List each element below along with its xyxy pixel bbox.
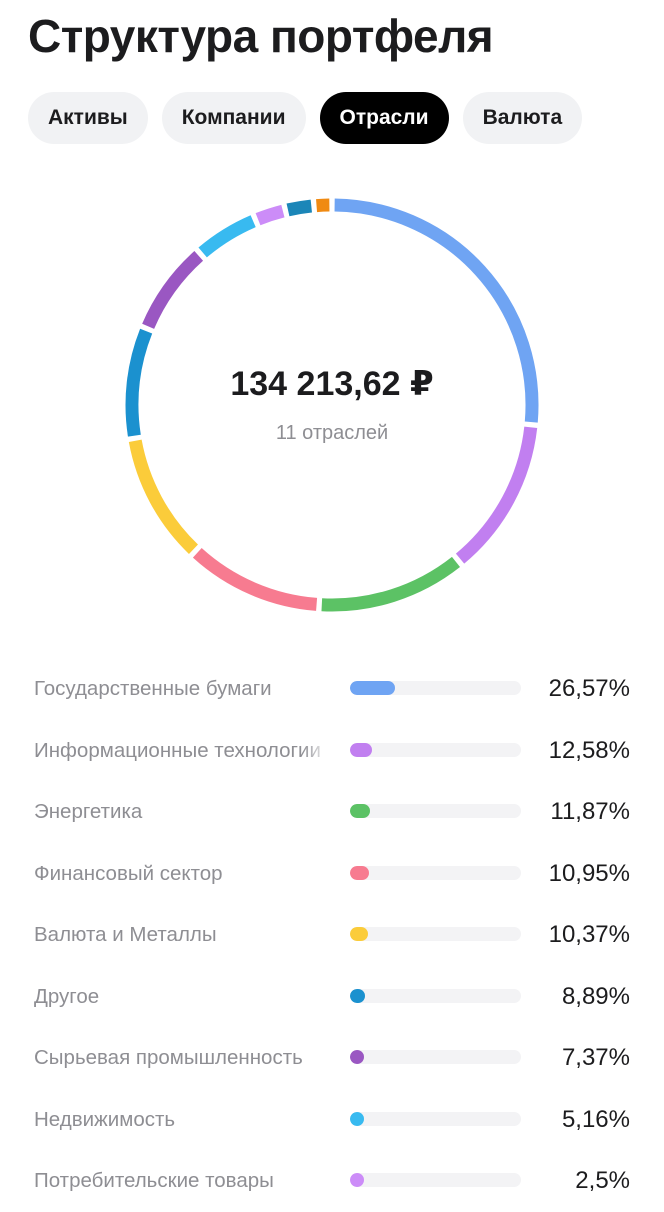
sector-bar-track: [350, 1050, 521, 1064]
sector-bar-track: [350, 1111, 521, 1126]
donut-segment-other-1[interactable]: [286, 199, 313, 217]
sector-row[interactable]: Недвижимость 5,16%: [0, 1088, 664, 1151]
sector-name: Недвижимость: [34, 1088, 330, 1151]
sector-name: Информационные технологии: [34, 719, 330, 782]
tab-sectors[interactable]: Отрасли: [319, 92, 449, 144]
sector-name: Потребительские товары: [34, 1150, 330, 1212]
sector-row[interactable]: Потребительские товары 2,5%: [0, 1150, 664, 1212]
sector-name: Финансовый сектор: [34, 842, 330, 905]
tab-currency[interactable]: Валюта: [462, 92, 583, 144]
donut-segment-other-2[interactable]: [316, 198, 330, 213]
sector-bar-fill: [350, 988, 366, 1003]
sector-row[interactable]: Финансовый сектор 10,95%: [0, 842, 664, 905]
sector-name: Валюта и Металлы: [34, 904, 330, 966]
sector-bar-fill: [350, 1111, 364, 1126]
sector-bar-track: [350, 804, 521, 818]
donut-segment-7[interactable]: [142, 251, 204, 329]
donut-segment-5[interactable]: [128, 439, 199, 554]
sector-percent: 11,87%: [550, 798, 630, 825]
sector-bar-fill: [350, 865, 369, 880]
sector-row[interactable]: Энергетика 11,87%: [0, 781, 664, 843]
sector-name: Другое: [34, 965, 330, 1028]
sector-bar-track: [350, 865, 521, 880]
sector-bar-track: [350, 927, 521, 941]
sector-bar-fill: [350, 681, 396, 695]
sector-row[interactable]: Другое 8,89%: [0, 965, 664, 1028]
sector-percent: 7,37%: [561, 1044, 630, 1071]
sector-bar-fill: [350, 1173, 364, 1187]
sector-row[interactable]: Информационные технологии 12,58%: [0, 719, 664, 782]
sector-bar-fill: [350, 1050, 364, 1064]
sector-name: Энергетика: [34, 781, 330, 843]
category-tabs: Активы Компании Отрасли Валюта: [28, 92, 583, 144]
sector-bar-track: [350, 742, 521, 757]
donut-segment-4[interactable]: [192, 547, 318, 611]
sector-bar-track: [350, 988, 521, 1003]
sector-percent: 10,95%: [548, 859, 630, 887]
donut-svg: [125, 198, 539, 612]
tab-companies[interactable]: Компании: [161, 92, 306, 144]
donut-segment-2[interactable]: [455, 426, 538, 564]
donut-segment-3[interactable]: [321, 556, 461, 612]
sector-percent: 10,37%: [548, 921, 630, 948]
tab-assets[interactable]: Активы: [28, 92, 148, 144]
sector-percent: 26,57%: [548, 675, 630, 702]
portfolio-donut-chart[interactable]: 134 213,62 ₽ 11 отраслей: [113, 186, 551, 624]
donut-segment-8[interactable]: [198, 215, 256, 258]
sector-row[interactable]: Валюта и Металлы 10,37%: [0, 904, 664, 966]
sector-percent: 12,58%: [548, 736, 630, 764]
sector-bar-fill: [350, 927, 368, 941]
sector-row[interactable]: Сырьевая промышленность 7,37%: [0, 1027, 664, 1089]
sector-percent: 8,89%: [561, 982, 630, 1010]
sector-row[interactable]: Государственные бумаги 26,57%: [0, 658, 664, 720]
sector-count: 11 отраслей: [275, 422, 389, 444]
portfolio-total-value: 134 213,62 ₽: [230, 365, 434, 403]
sector-percent: 5,16%: [561, 1105, 630, 1133]
sector-bar-track: [350, 1173, 521, 1187]
sector-bar-fill: [350, 742, 372, 757]
sector-bar-track: [350, 681, 521, 695]
page-title: Структура портфеля: [28, 10, 494, 62]
donut-segment-9[interactable]: [255, 204, 285, 226]
sector-name: Сырьевая промышленность: [34, 1027, 330, 1089]
sector-bar-fill: [350, 804, 371, 818]
donut-segment-6[interactable]: [125, 328, 153, 437]
sector-percent: 2,5%: [575, 1167, 630, 1194]
sector-name: Государственные бумаги: [34, 658, 330, 720]
donut-segment-1[interactable]: [334, 198, 539, 423]
